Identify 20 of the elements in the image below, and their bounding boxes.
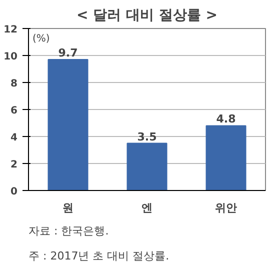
data-label: 4.8: [216, 112, 236, 126]
y-tick-label: 8: [10, 78, 18, 90]
y-tick-label: 4: [10, 132, 18, 144]
y-tick-label: 6: [10, 106, 18, 116]
bar: [126, 142, 168, 190]
y-tick-label: 0: [10, 186, 18, 198]
text: 주 : 2017년 초 대비 절상률.: [28, 250, 170, 262]
x-tick-label: 위안: [215, 202, 237, 214]
y-axis-title: (%): [32, 34, 50, 44]
y-tick-label: 2: [10, 160, 18, 170]
y-tick-label: 12: [4, 24, 18, 36]
bar: [48, 59, 88, 190]
data-label: 3.5: [137, 130, 157, 144]
data-label: 9.7: [58, 46, 78, 60]
text: 자료 : 한국은행.: [28, 224, 109, 238]
bar: [206, 125, 246, 190]
y-tick-label: 10: [4, 52, 18, 62]
x-tick-label: 엔: [142, 202, 152, 214]
x-tick-label: 원: [62, 202, 74, 214]
chart-title: < 달러 대비 절상률 >: [76, 8, 218, 24]
